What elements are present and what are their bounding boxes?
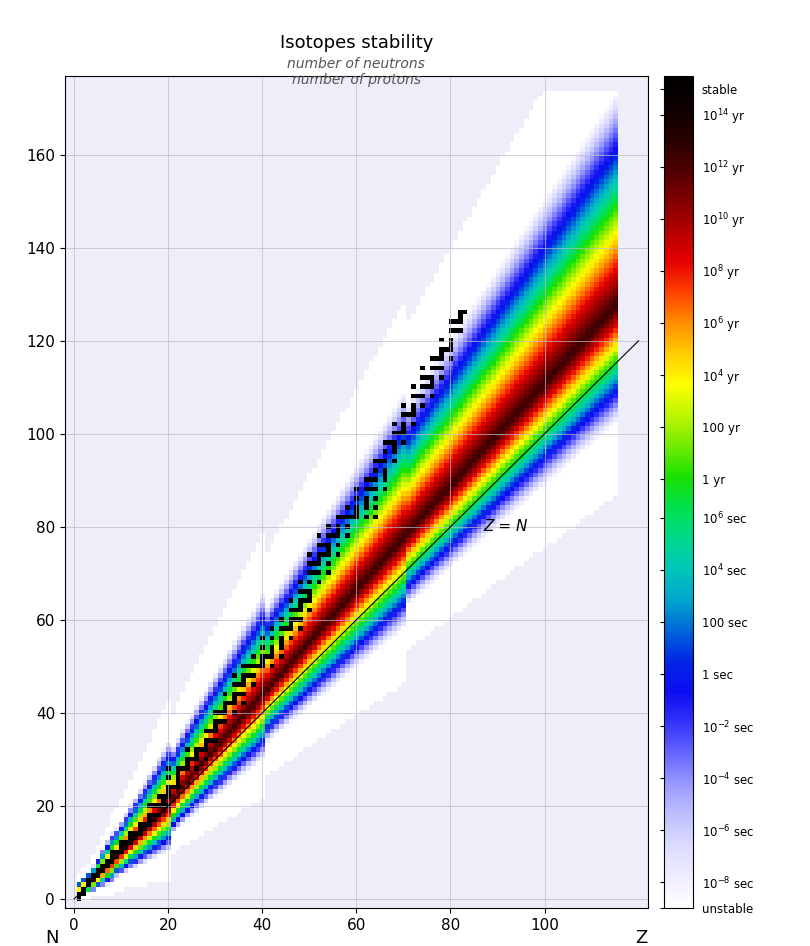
Text: number of protons: number of protons — [292, 73, 421, 87]
Text: Isotopes stability: Isotopes stability — [279, 34, 433, 52]
Text: Z: Z — [636, 929, 648, 946]
Text: Z = N: Z = N — [484, 519, 528, 534]
Text: number of neutrons: number of neutrons — [288, 57, 425, 71]
Text: N: N — [45, 929, 59, 946]
